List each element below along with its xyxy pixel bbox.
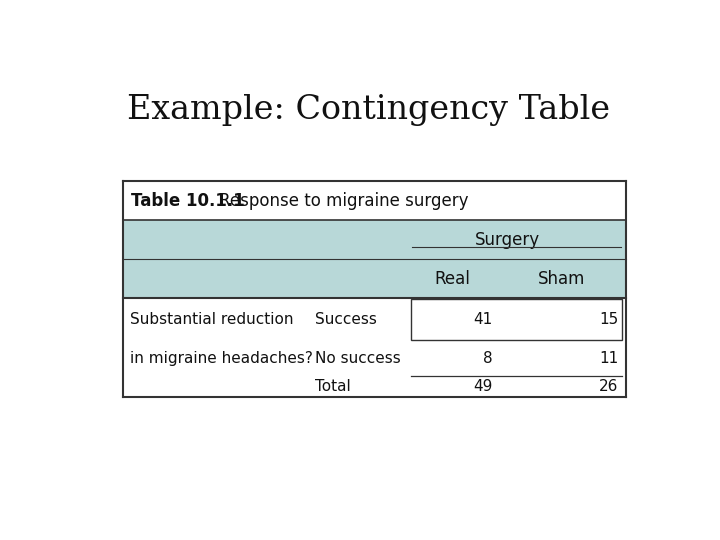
Text: Example: Contingency Table: Example: Contingency Table [127, 94, 611, 126]
Text: 26: 26 [599, 379, 618, 394]
Text: 15: 15 [599, 312, 618, 327]
Text: 41: 41 [473, 312, 492, 327]
Text: Success: Success [315, 312, 377, 327]
Text: Real: Real [434, 269, 470, 287]
Text: Substantial reduction: Substantial reduction [130, 312, 293, 327]
Text: Total: Total [315, 379, 351, 394]
Text: Surgery: Surgery [474, 231, 539, 248]
Text: No success: No success [315, 351, 401, 366]
Text: Response to migraine surgery: Response to migraine surgery [219, 192, 469, 210]
Text: 8: 8 [483, 351, 492, 366]
Bar [411, 299, 621, 340]
Text: in migraine headaches?: in migraine headaches? [130, 351, 312, 366]
Text: 11: 11 [599, 351, 618, 366]
Text: Sham: Sham [538, 269, 585, 287]
Text: 49: 49 [473, 379, 492, 394]
Text: Table 10.1.1: Table 10.1.1 [131, 192, 245, 210]
